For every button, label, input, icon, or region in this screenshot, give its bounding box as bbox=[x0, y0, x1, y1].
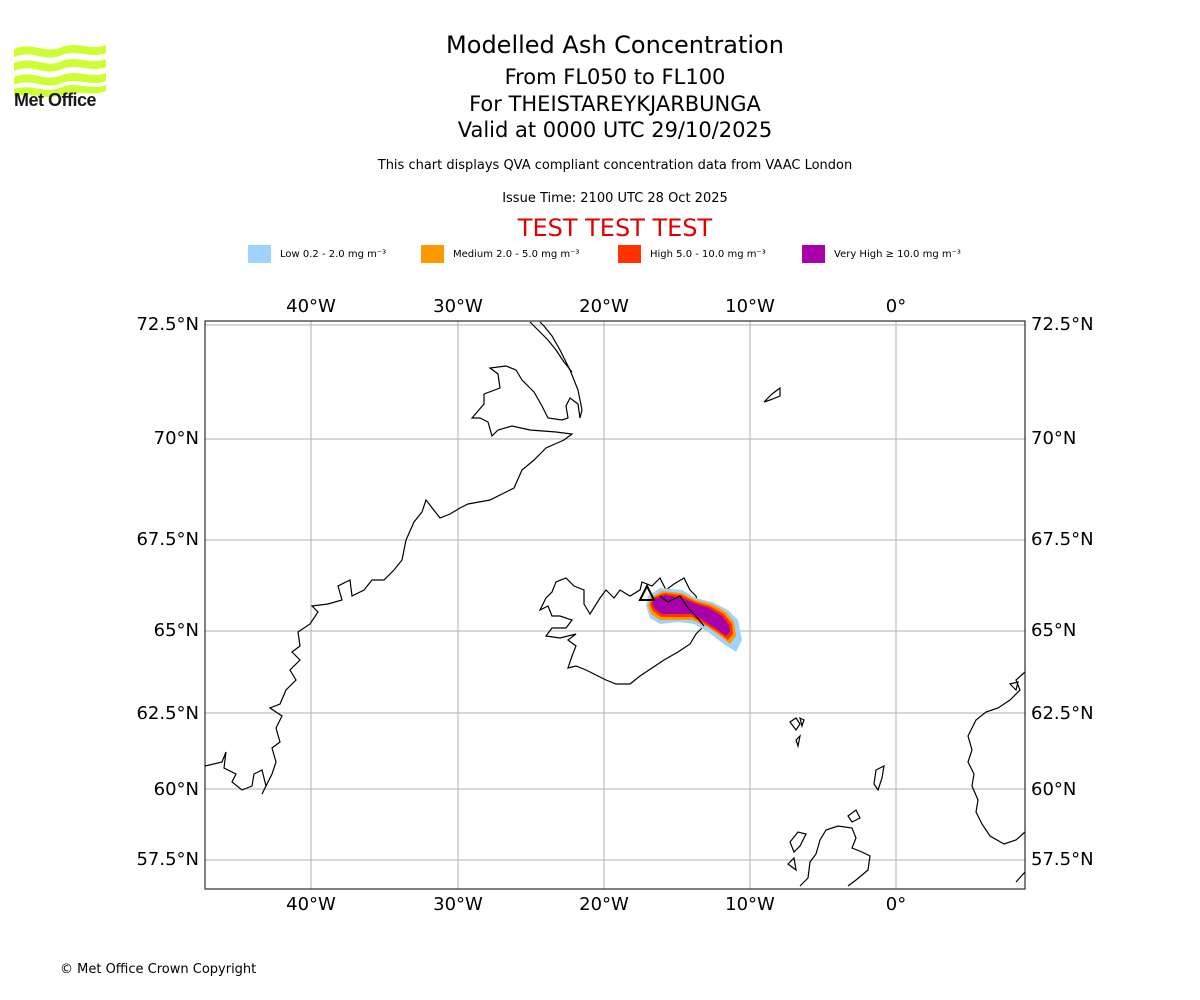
map-frame bbox=[204, 320, 1026, 890]
lat-label-left-65: 65°N bbox=[154, 620, 199, 641]
flight-levels: From FL050 to FL100 bbox=[504, 65, 726, 89]
issue-time: Issue Time: 2100 UTC 28 Oct 2025 bbox=[502, 191, 728, 206]
lon-label-bottom-20w: 20°W bbox=[579, 894, 629, 915]
legend-label-medium: Medium 2.0 - 5.0 mg m⁻³ bbox=[453, 248, 580, 260]
lon-label-top-0: 0° bbox=[886, 296, 906, 317]
valid-time: Valid at 0000 UTC 29/10/2025 bbox=[457, 118, 773, 142]
copyright-footer: © Met Office Crown Copyright bbox=[60, 962, 257, 977]
lat-label-right-72-5: 72.5°N bbox=[1031, 314, 1094, 335]
lat-label-left-70: 70°N bbox=[154, 428, 199, 449]
jan-mayen-coastline bbox=[763, 386, 781, 403]
lon-label-top-30w: 30°W bbox=[433, 296, 483, 317]
lon-label-bottom-10w: 10°W bbox=[725, 894, 775, 915]
outer-hebrides-coastline bbox=[787, 831, 807, 872]
test-banner: TEST TEST TEST bbox=[517, 214, 713, 242]
legend-label-low: Low 0.2 - 2.0 mg m⁻³ bbox=[280, 248, 387, 260]
legend-swatch-very-high bbox=[802, 245, 825, 263]
lat-label-right-70: 70°N bbox=[1031, 428, 1076, 449]
legend-item-low: Low 0.2 - 2.0 mg m⁻³ bbox=[248, 244, 386, 264]
lat-label-right-60: 60°N bbox=[1031, 779, 1076, 800]
lat-label-left-67-5: 67.5°N bbox=[136, 529, 199, 550]
logo-wordmark: Met Office bbox=[14, 90, 97, 110]
lat-label-right-65: 65°N bbox=[1031, 620, 1076, 641]
legend-label-very-high: Very High ≥ 10.0 mg m⁻³ bbox=[834, 248, 961, 260]
volcano-marker-icon bbox=[638, 583, 656, 601]
iceland-coast-overlay bbox=[659, 595, 705, 627]
scotland-coastline bbox=[799, 825, 871, 887]
greenland-coastline bbox=[204, 321, 583, 795]
gridlines bbox=[205, 321, 1025, 889]
met-office-logo-icon bbox=[14, 45, 106, 97]
norway-coastline bbox=[967, 671, 1026, 845]
lon-label-top-40w: 40°W bbox=[286, 296, 336, 317]
lat-label-left-57-5: 57.5°N bbox=[136, 849, 199, 870]
legend-item-medium: Medium 2.0 - 5.0 mg m⁻³ bbox=[421, 244, 579, 264]
volcano-name: For THEISTAREYKJARBUNGA bbox=[469, 92, 761, 116]
lat-label-right-62-5: 62.5°N bbox=[1031, 703, 1094, 724]
greenland-fjord bbox=[529, 321, 573, 373]
legend-label-high: High 5.0 - 10.0 mg m⁻³ bbox=[650, 248, 766, 260]
faroe-islands-coastline bbox=[789, 716, 805, 749]
ash-plume bbox=[646, 588, 742, 652]
legend-swatch-medium bbox=[421, 245, 444, 263]
orkney-coastline bbox=[847, 809, 861, 823]
coastlines bbox=[204, 321, 1026, 887]
legend-item-high: High 5.0 - 10.0 mg m⁻³ bbox=[618, 244, 766, 264]
lon-label-bottom-30w: 30°W bbox=[433, 894, 483, 915]
lat-label-right-67-5: 67.5°N bbox=[1031, 529, 1094, 550]
ash-very-high-area bbox=[652, 595, 730, 636]
lon-label-bottom-40w: 40°W bbox=[286, 894, 336, 915]
chart-title: Modelled Ash Concentration bbox=[446, 31, 784, 59]
shetland-coastline bbox=[873, 764, 885, 792]
lon-label-top-20w: 20°W bbox=[579, 296, 629, 317]
lat-label-left-62-5: 62.5°N bbox=[136, 703, 199, 724]
lat-label-right-57-5: 57.5°N bbox=[1031, 849, 1094, 870]
legend-item-very-high: Very High ≥ 10.0 mg m⁻³ bbox=[802, 244, 961, 264]
lat-label-left-72-5: 72.5°N bbox=[136, 314, 199, 335]
legend-swatch-low bbox=[248, 245, 271, 263]
lon-label-top-10w: 10°W bbox=[725, 296, 775, 317]
lat-label-left-60: 60°N bbox=[154, 779, 199, 800]
norway-islands bbox=[1008, 681, 1026, 883]
legend: Low 0.2 - 2.0 mg m⁻³ Medium 2.0 - 5.0 mg… bbox=[0, 244, 1200, 264]
chart-subtitle: This chart displays QVA compliant concen… bbox=[377, 158, 853, 173]
legend-swatch-high bbox=[618, 245, 641, 263]
lon-label-bottom-0: 0° bbox=[886, 894, 906, 915]
